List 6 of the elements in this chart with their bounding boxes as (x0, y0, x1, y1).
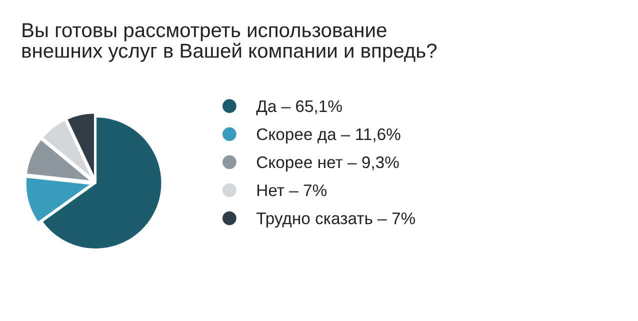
chart-title: Вы готовы рассмотреть использование внешних услуг в Вашей компании и впредь? (22, 23, 437, 62)
legend-label: Скорее нет – 9,3% (256, 156, 399, 172)
legend-label: Нет – 7% (257, 184, 327, 196)
legend-label: Трудно сказать – 7% (256, 212, 415, 228)
legend-label: Да – 65,1% (256, 100, 342, 116)
legend-label: Скорее да – 11,6% (256, 128, 400, 144)
